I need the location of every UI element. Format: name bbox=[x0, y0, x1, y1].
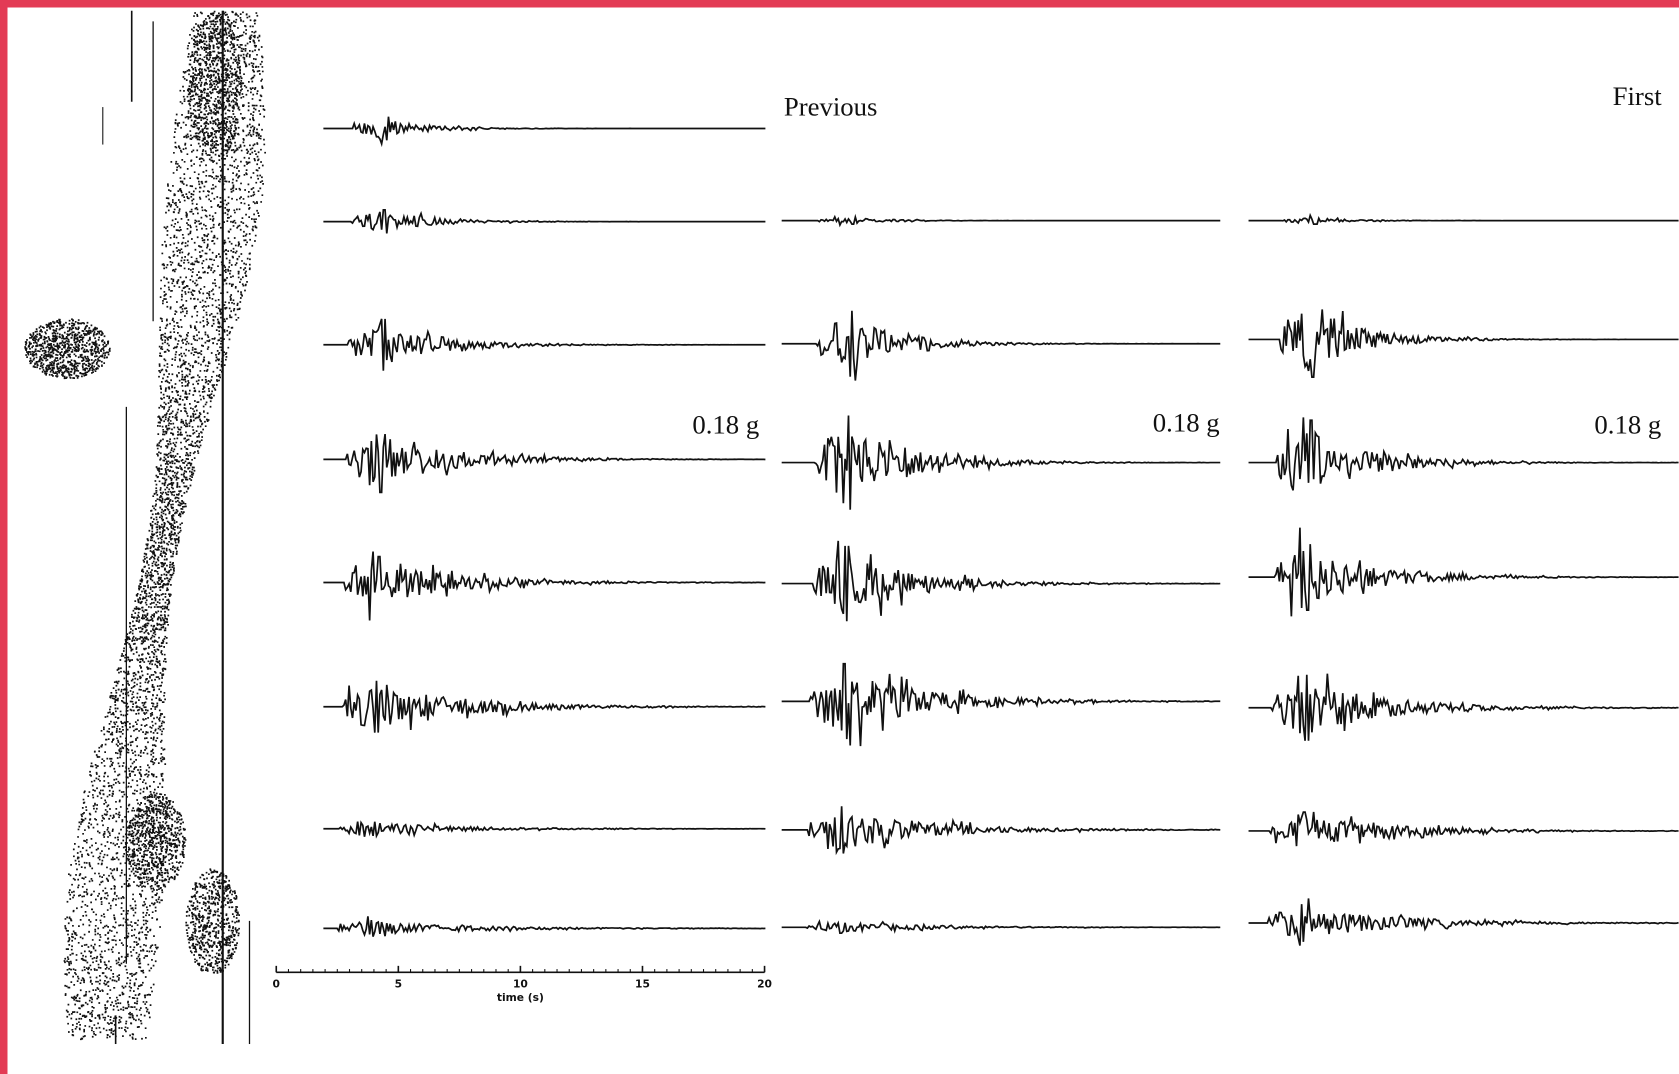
scale-label: 0.18 g bbox=[1153, 408, 1220, 438]
scale-label: 0.18 g bbox=[1594, 410, 1661, 440]
seismograms bbox=[323, 116, 1679, 946]
trace bbox=[781, 415, 1221, 510]
trace bbox=[323, 116, 766, 148]
trace bbox=[781, 213, 1221, 228]
trace bbox=[323, 916, 766, 938]
trace bbox=[1248, 212, 1679, 225]
trace bbox=[323, 433, 766, 494]
trace bbox=[1248, 673, 1679, 741]
trace bbox=[1248, 309, 1679, 378]
column-title: First bbox=[1613, 81, 1663, 111]
trace bbox=[1248, 898, 1679, 946]
trace bbox=[781, 918, 1221, 935]
structure-sketch bbox=[24, 10, 266, 1045]
trace bbox=[323, 551, 766, 621]
time-axis: 0 5 10 15 20 time (s) bbox=[273, 965, 772, 1004]
trace bbox=[1248, 527, 1679, 617]
trace bbox=[323, 820, 766, 839]
frame-top bbox=[0, 0, 1679, 8]
scale-label: 0.18 g bbox=[692, 410, 759, 440]
dots bbox=[24, 10, 266, 1041]
trace bbox=[323, 209, 766, 234]
tick-label: 5 bbox=[395, 977, 402, 990]
frame-left bbox=[0, 0, 8, 1074]
trace bbox=[1248, 811, 1679, 847]
tick-label: 10 bbox=[513, 977, 528, 990]
trace bbox=[781, 540, 1221, 622]
tick-label: 15 bbox=[635, 977, 650, 990]
trace bbox=[781, 806, 1221, 856]
trace bbox=[1248, 417, 1679, 491]
trace bbox=[323, 680, 766, 733]
tick-label: 20 bbox=[757, 977, 772, 990]
column-title: Previous bbox=[784, 92, 878, 122]
trace bbox=[323, 318, 766, 371]
tick-label: 0 bbox=[273, 977, 280, 990]
trace bbox=[781, 662, 1221, 747]
axis-label: time (s) bbox=[497, 991, 544, 1004]
trace bbox=[781, 310, 1221, 381]
